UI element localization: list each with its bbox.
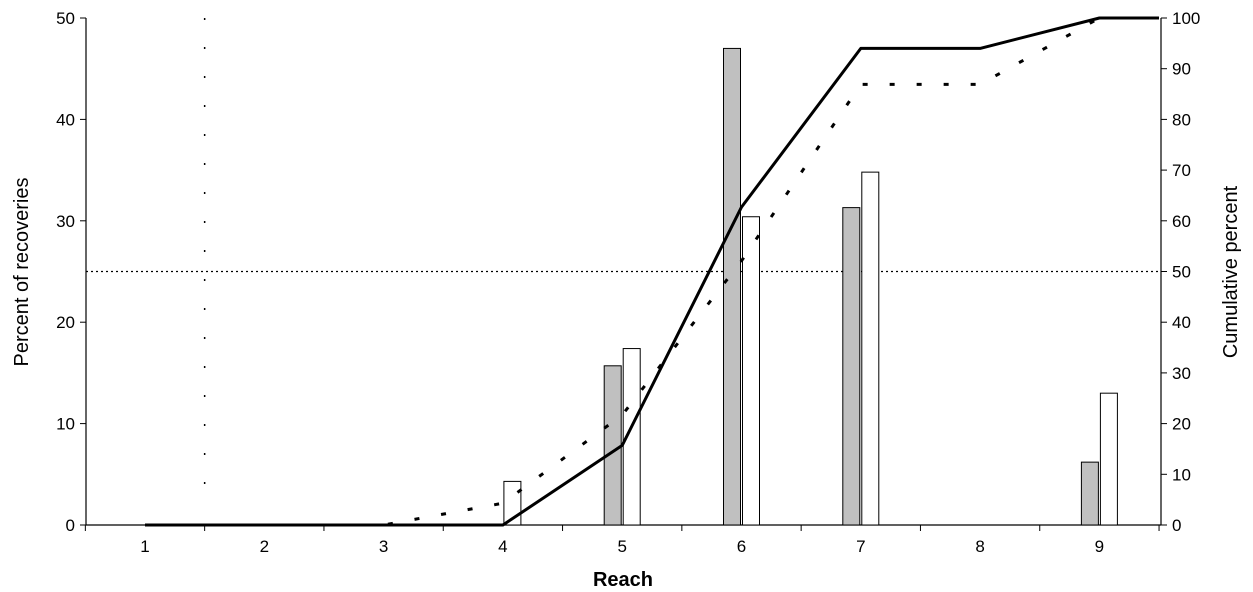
- y2-tick-label: 100: [1172, 9, 1200, 28]
- x-tick-label: 2: [260, 537, 269, 556]
- x-tick-label: 3: [379, 537, 388, 556]
- y-tick-label: 50: [56, 9, 75, 28]
- cumulative-line-dashed: [145, 16, 1159, 527]
- x-tick-label: 6: [737, 537, 746, 556]
- y-tick-label: 30: [56, 212, 75, 231]
- bar: [742, 216, 760, 526]
- y-axis-title: Percent of recoveries: [11, 178, 33, 367]
- y-tick-label: 10: [56, 415, 75, 434]
- bar: [1099, 392, 1118, 526]
- y2-tick-label: 10: [1172, 465, 1191, 484]
- x-tick-label: 7: [856, 537, 865, 556]
- cumulative-line-solid: [145, 16, 1159, 527]
- y2-tick-label: 50: [1172, 263, 1191, 282]
- x-tick-label: 5: [617, 537, 626, 556]
- y2-tick-label: 20: [1172, 415, 1191, 434]
- cumulative-lines: [145, 16, 1159, 527]
- y-tick-label: 20: [56, 313, 75, 332]
- x-tick-label: 9: [1095, 537, 1104, 556]
- x-tick-label: 1: [140, 537, 149, 556]
- y2-tick-label: 90: [1172, 60, 1191, 79]
- tick-labels: 0 10 20 30 40 50 0 10 20 30 40 50 60 70 80 90 100 1 2 3 4 5 6 7…: [56, 9, 1200, 556]
- y2-tick-label: 30: [1172, 364, 1191, 383]
- y2-tick-label: 60: [1172, 212, 1191, 231]
- bar: [603, 365, 622, 526]
- bars: [503, 47, 1118, 526]
- bar: [723, 47, 741, 526]
- bar: [861, 171, 880, 526]
- bar: [1080, 461, 1099, 526]
- y-tick-label: 0: [66, 516, 75, 535]
- y2-tick-label: 70: [1172, 161, 1191, 180]
- y2-tick-label: 0: [1172, 516, 1181, 535]
- x-tick-label: 8: [975, 537, 984, 556]
- bar: [622, 348, 641, 526]
- y2-tick-label: 80: [1172, 110, 1191, 129]
- y-tick-label: 40: [56, 110, 75, 129]
- y2-tick-label: 40: [1172, 313, 1191, 332]
- x-axis-title: Reach: [593, 569, 653, 591]
- y2-axis-title: Cumulative percent: [1220, 185, 1242, 358]
- x-tick-label: 4: [498, 537, 507, 556]
- bar: [842, 207, 861, 526]
